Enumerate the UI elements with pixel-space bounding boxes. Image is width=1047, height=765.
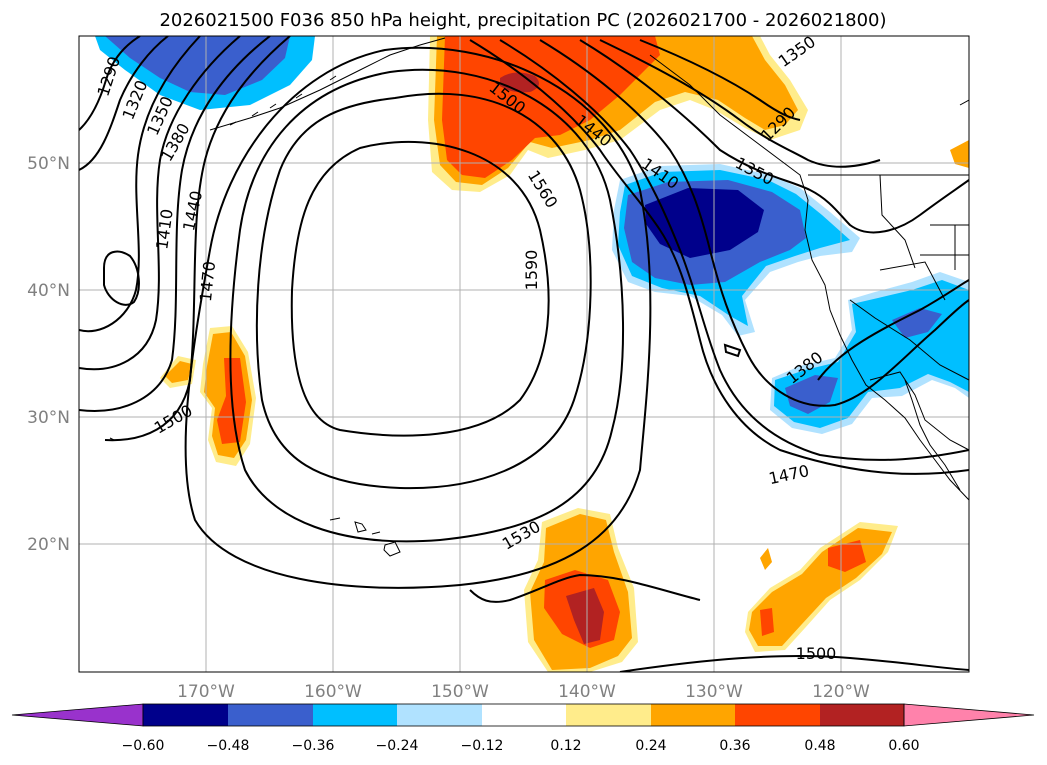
longitude-labels: 170°W 160°W 150°W 140°W 130°W 120°W — [177, 682, 870, 702]
colorbar-segment — [820, 704, 904, 726]
colorbar-tick-label: −0.60 — [122, 738, 165, 754]
colorbar-tick-label: −0.48 — [207, 738, 250, 754]
height-contours — [79, 36, 969, 672]
latitude-labels: 50°N 40°N 30°N 20°N — [27, 154, 70, 555]
colorbar-tick-label: 0.60 — [888, 738, 919, 754]
colorbar-tick-label: −0.12 — [461, 738, 504, 754]
graticule — [79, 36, 969, 672]
colorbar-tick-label: 0.36 — [719, 738, 750, 754]
precip-shading — [95, 36, 969, 672]
colorbar-segment — [143, 704, 228, 726]
lon-tick-label: 120°W — [812, 682, 870, 702]
lon-tick-label: 140°W — [558, 682, 616, 702]
colorbar-segment — [735, 704, 820, 726]
contour-label: 1500 — [796, 644, 837, 663]
lon-tick-label: 130°W — [685, 682, 743, 702]
colorbar-tick-label: 0.48 — [804, 738, 835, 754]
map-frame — [78, 35, 970, 673]
colorbar-tick-label: 0.12 — [550, 738, 581, 754]
lat-tick-label: 30°N — [27, 408, 70, 428]
contour-1590-high — [290, 140, 550, 437]
colorbar-segment — [651, 704, 735, 726]
lat-tick-label: 20°N — [27, 535, 70, 555]
colorbar-extend-high — [903, 703, 1035, 727]
colorbar-tick-label: 0.24 — [635, 738, 666, 754]
contour-label: 1590 — [522, 250, 541, 291]
colorbar-segment — [313, 704, 397, 726]
map-title: 2026021500 F036 850 hPa height, precipit… — [159, 10, 886, 31]
lon-tick-label: 170°W — [177, 682, 235, 702]
colorbar-segment — [566, 704, 651, 726]
coastlines — [109, 37, 969, 557]
colorbar-segment — [482, 704, 566, 726]
lat-tick-label: 40°N — [27, 281, 70, 301]
lon-tick-label: 160°W — [304, 682, 362, 702]
lat-tick-label: 50°N — [27, 154, 70, 174]
colorbar-segment — [397, 704, 482, 726]
colorbar: −0.60 −0.48 −0.36 −0.24 −0.12 0.12 0.24 … — [11, 703, 1035, 754]
map-area: 1290 1320 1350 1380 1410 1440 1470 1500 … — [79, 36, 969, 672]
colorbar-segment — [228, 704, 313, 726]
contour-label: 1470 — [196, 260, 219, 302]
lon-tick-label: 150°W — [431, 682, 489, 702]
colorbar-tick-label: −0.36 — [292, 738, 335, 754]
colorbar-tick-label: −0.24 — [376, 738, 419, 754]
colorbar-extend-low — [11, 703, 144, 727]
